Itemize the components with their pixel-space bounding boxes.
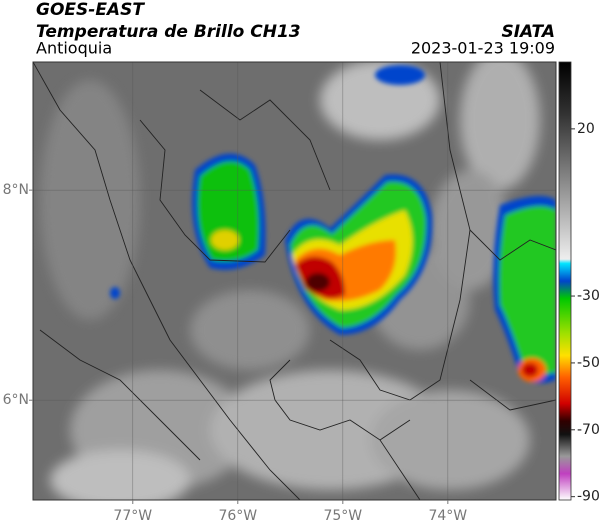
x-tick-label: 76°W xyxy=(218,508,257,524)
colorbar-tick-label: -30 xyxy=(577,288,600,304)
source: SIATA xyxy=(501,22,555,42)
y-tick-label: 8°N xyxy=(3,182,29,198)
colorbar-tick-label: 20 xyxy=(577,121,595,137)
y-tick-label: 6°N xyxy=(3,392,29,408)
colorbar-tick-label: -90 xyxy=(577,489,600,505)
x-tick-label: 75°W xyxy=(323,508,362,524)
title: GOES-EAST xyxy=(36,0,145,20)
colorbar xyxy=(558,61,572,501)
colorbar-tick-label: -70 xyxy=(577,422,600,438)
datetime: 2023-01-23 19:09 xyxy=(411,39,555,58)
satellite-image xyxy=(33,62,556,500)
x-tick-label: 77°W xyxy=(113,508,152,524)
borders xyxy=(33,62,556,500)
colorbar-tick-label: -50 xyxy=(577,355,600,371)
x-tick-label: 74°W xyxy=(428,508,467,524)
region: Antioquia xyxy=(36,39,112,58)
map-frame xyxy=(32,61,557,501)
grid xyxy=(33,62,556,500)
subtitle: Temperatura de Brillo CH13 xyxy=(36,22,301,42)
